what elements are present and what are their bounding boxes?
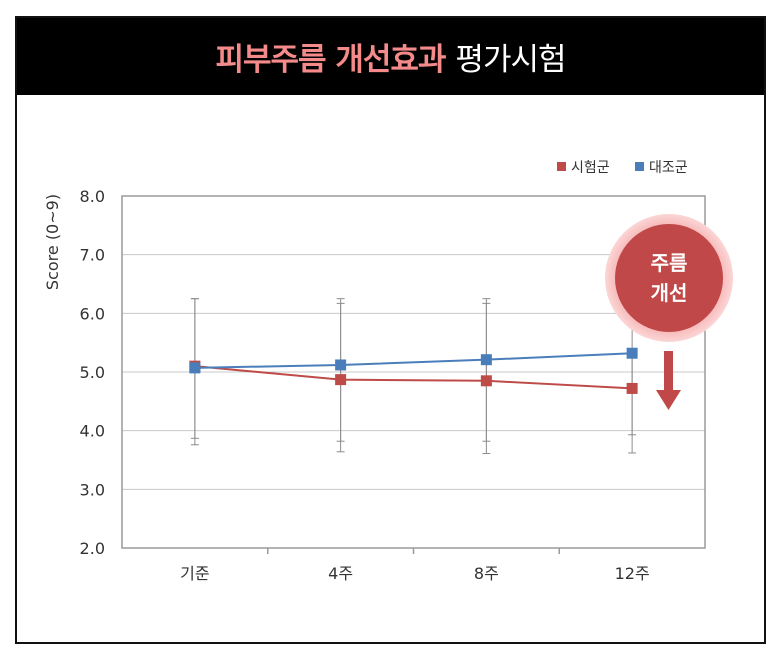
data-point	[480, 354, 492, 366]
y-tick-label: 8.0	[80, 187, 105, 206]
x-tick-label: 기준	[180, 564, 209, 583]
x-tick-label: 4주	[328, 564, 353, 583]
badge-circle	[615, 224, 723, 332]
y-axis-label: Score (0~9)	[43, 194, 62, 290]
y-tick-label: 4.0	[80, 422, 105, 441]
data-point	[626, 347, 638, 359]
data-point	[335, 359, 347, 371]
data-point	[480, 375, 492, 387]
title-bar: 피부주름 개선효과 평가시험	[17, 18, 764, 95]
legend-swatch	[557, 162, 566, 171]
data-point	[335, 374, 347, 386]
legend-swatch	[635, 162, 644, 171]
x-tick-label: 12주	[615, 564, 650, 583]
y-tick-label: 3.0	[80, 480, 105, 499]
series-line	[194, 365, 633, 390]
data-point	[626, 382, 638, 394]
badge-line2: 개선	[651, 281, 688, 305]
legend-label: 대조군	[649, 160, 688, 176]
y-tick-label: 7.0	[80, 246, 105, 265]
title-rest: 평가시험	[455, 42, 566, 78]
y-tick-label: 5.0	[80, 363, 105, 382]
down-arrow-icon	[656, 390, 681, 410]
title-highlight: 피부주름 개선효과	[215, 42, 446, 78]
page-title: 피부주름 개선효과 평가시험	[215, 34, 566, 79]
legend-label: 시험군	[571, 160, 610, 176]
y-tick-label: 6.0	[80, 304, 105, 323]
badge-line1: 주름	[651, 251, 688, 275]
series-line	[194, 352, 633, 369]
x-tick-label: 8주	[474, 564, 499, 583]
y-tick-label: 2.0	[80, 539, 105, 558]
down-arrow-shaft	[664, 351, 673, 391]
data-point	[189, 362, 201, 374]
